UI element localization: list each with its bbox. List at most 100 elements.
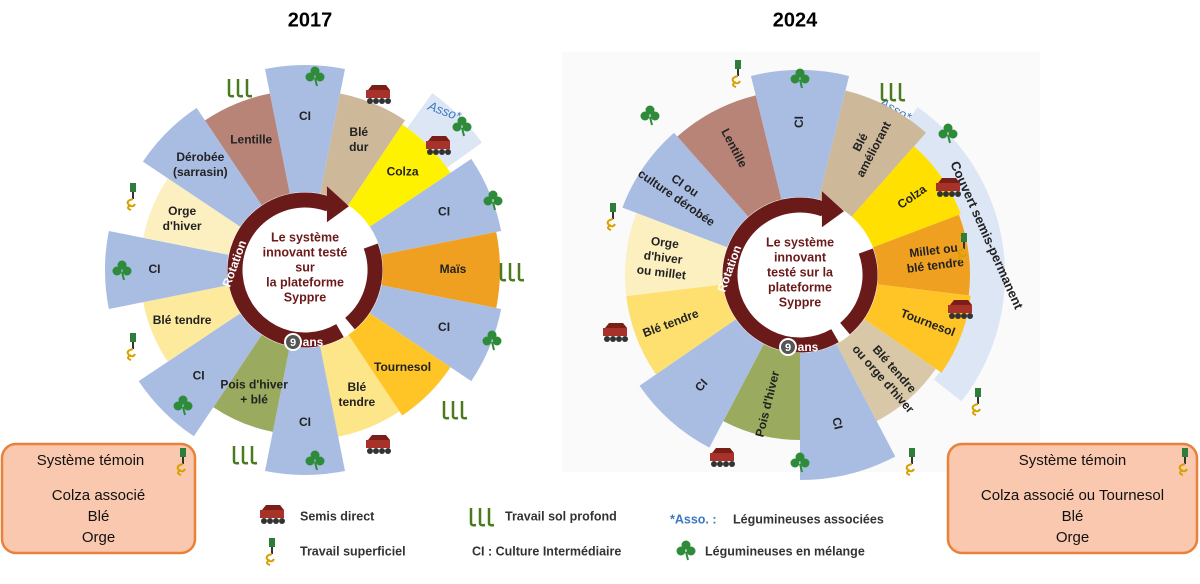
- temoin-title: Système témoin: [37, 452, 145, 469]
- segment-label: Blé tendre: [153, 313, 212, 327]
- temoin-line: Blé: [88, 508, 110, 525]
- semis-wheel: [723, 461, 729, 467]
- clover-leaf: [462, 122, 472, 132]
- clover-leaf: [482, 336, 492, 346]
- profond-icon: [442, 401, 468, 420]
- tine: [517, 263, 525, 282]
- year-title: 2017: [288, 9, 333, 31]
- tine: [478, 508, 486, 527]
- semis-wheel: [604, 336, 610, 342]
- center-disk: [227, 192, 383, 348]
- tine: [499, 263, 507, 282]
- semis-hopper: [712, 448, 734, 453]
- tine: [227, 79, 235, 98]
- segment-label: d'hiver: [163, 219, 202, 233]
- legend-label: Travail superficiel: [300, 544, 406, 558]
- temoin-line: Orge: [82, 529, 115, 546]
- segment: [373, 231, 500, 309]
- semis-wheel: [937, 191, 943, 197]
- years-badge-inner: [781, 340, 795, 354]
- clover-leaf: [492, 336, 502, 346]
- center-text: sur: [295, 260, 315, 274]
- center-text: Le système: [766, 235, 834, 249]
- profond-icon: [227, 79, 253, 98]
- segment: [622, 132, 754, 251]
- center-text: la plateforme: [266, 275, 344, 289]
- center-disk: [722, 197, 878, 353]
- semis-wheel: [267, 518, 273, 524]
- segment-label: ou millet: [636, 263, 687, 283]
- temoin-title: Système témoin: [1019, 452, 1127, 469]
- segment: [143, 283, 247, 362]
- segment: [750, 70, 850, 208]
- clover-leaf: [488, 190, 498, 200]
- temoin-box: [0, 442, 197, 555]
- clover-leaf: [117, 260, 127, 270]
- tine: [487, 508, 495, 527]
- semis-wheel: [379, 98, 385, 104]
- clover-icon: [482, 330, 502, 351]
- segment: [857, 283, 971, 373]
- segment: [677, 95, 784, 223]
- rotation-arrowhead: [821, 191, 844, 228]
- clover-stem: [491, 341, 495, 351]
- segment-label: (sarrasin): [173, 165, 228, 179]
- temoin-line: Colza associé ou Tournesol: [981, 487, 1164, 504]
- segment: [363, 283, 502, 382]
- center-text: innovant: [774, 250, 827, 264]
- tool-swirl: [126, 348, 136, 361]
- tool-top: [735, 60, 741, 69]
- clover-icon: [676, 540, 696, 561]
- tine: [469, 508, 477, 527]
- tool-swirl: [126, 198, 136, 211]
- years-unit: ans: [798, 340, 819, 354]
- superficiel-icon: [1178, 448, 1188, 476]
- years-number: 9: [785, 342, 791, 354]
- semis-icon: [710, 448, 735, 467]
- superficiel-icon: [126, 333, 136, 361]
- clover-stem: [685, 551, 689, 561]
- clover-leaf: [483, 196, 493, 206]
- clover-icon: [452, 116, 472, 137]
- center-text: testé sur la: [767, 265, 834, 279]
- segment-label: Millet ou: [909, 241, 959, 261]
- segment-label: Blé: [348, 380, 367, 394]
- segment-label: CI: [438, 320, 450, 334]
- clover-stem: [799, 79, 803, 89]
- segment-label: Orge: [168, 204, 196, 218]
- temoin-box: [946, 442, 1199, 555]
- semis-wheel: [967, 313, 973, 319]
- tine: [442, 401, 450, 420]
- semis-body: [366, 90, 390, 98]
- clover-leaf: [305, 456, 315, 466]
- tool-swirl: [731, 75, 741, 88]
- semis-icon: [366, 85, 391, 104]
- segment-label: CI: [438, 205, 450, 219]
- tine: [451, 401, 459, 420]
- semis-wheel: [279, 518, 285, 524]
- clover-leaf: [943, 123, 953, 133]
- semis-wheel: [367, 98, 373, 104]
- semis-wheel: [385, 98, 391, 104]
- segment: [816, 90, 926, 223]
- legend-label: CI : Culture Intermédiaire: [472, 544, 621, 558]
- tool-top: [269, 538, 275, 547]
- clover-stem: [649, 116, 653, 126]
- legend-label: Semis direct: [300, 509, 375, 523]
- years-unit: ans: [303, 335, 324, 349]
- clover-stem: [461, 127, 465, 137]
- legend-label: Travail sol profond: [505, 509, 617, 523]
- clover-leaf: [178, 395, 188, 405]
- segment-label: Dérobée: [176, 150, 224, 164]
- asso-band: [407, 93, 482, 168]
- segment-label: Blé: [349, 125, 368, 139]
- clover-stem: [314, 77, 318, 87]
- clover-stem: [182, 406, 186, 416]
- tool-swirl: [265, 553, 275, 566]
- tool-swirl: [606, 218, 616, 231]
- semis-body: [426, 141, 450, 149]
- semis-wheel: [622, 336, 628, 342]
- years-badge-inner: [286, 335, 300, 349]
- legend-label: Légumineuses en mélange: [705, 544, 865, 558]
- year-title: 2024: [773, 9, 818, 31]
